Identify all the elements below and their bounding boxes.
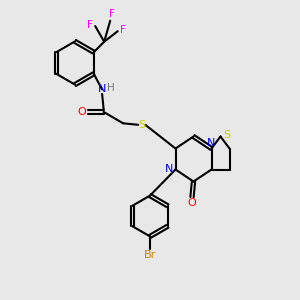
Text: N: N: [165, 164, 174, 175]
Text: Br: Br: [144, 250, 156, 260]
Text: N: N: [98, 84, 106, 94]
Text: F: F: [87, 20, 93, 30]
Text: F: F: [109, 9, 115, 19]
Text: F: F: [120, 25, 126, 35]
Text: O: O: [78, 107, 86, 117]
Text: S: S: [138, 120, 145, 130]
Text: O: O: [188, 198, 196, 208]
Text: H: H: [106, 83, 114, 93]
Text: S: S: [224, 130, 231, 140]
Text: N: N: [207, 137, 216, 148]
